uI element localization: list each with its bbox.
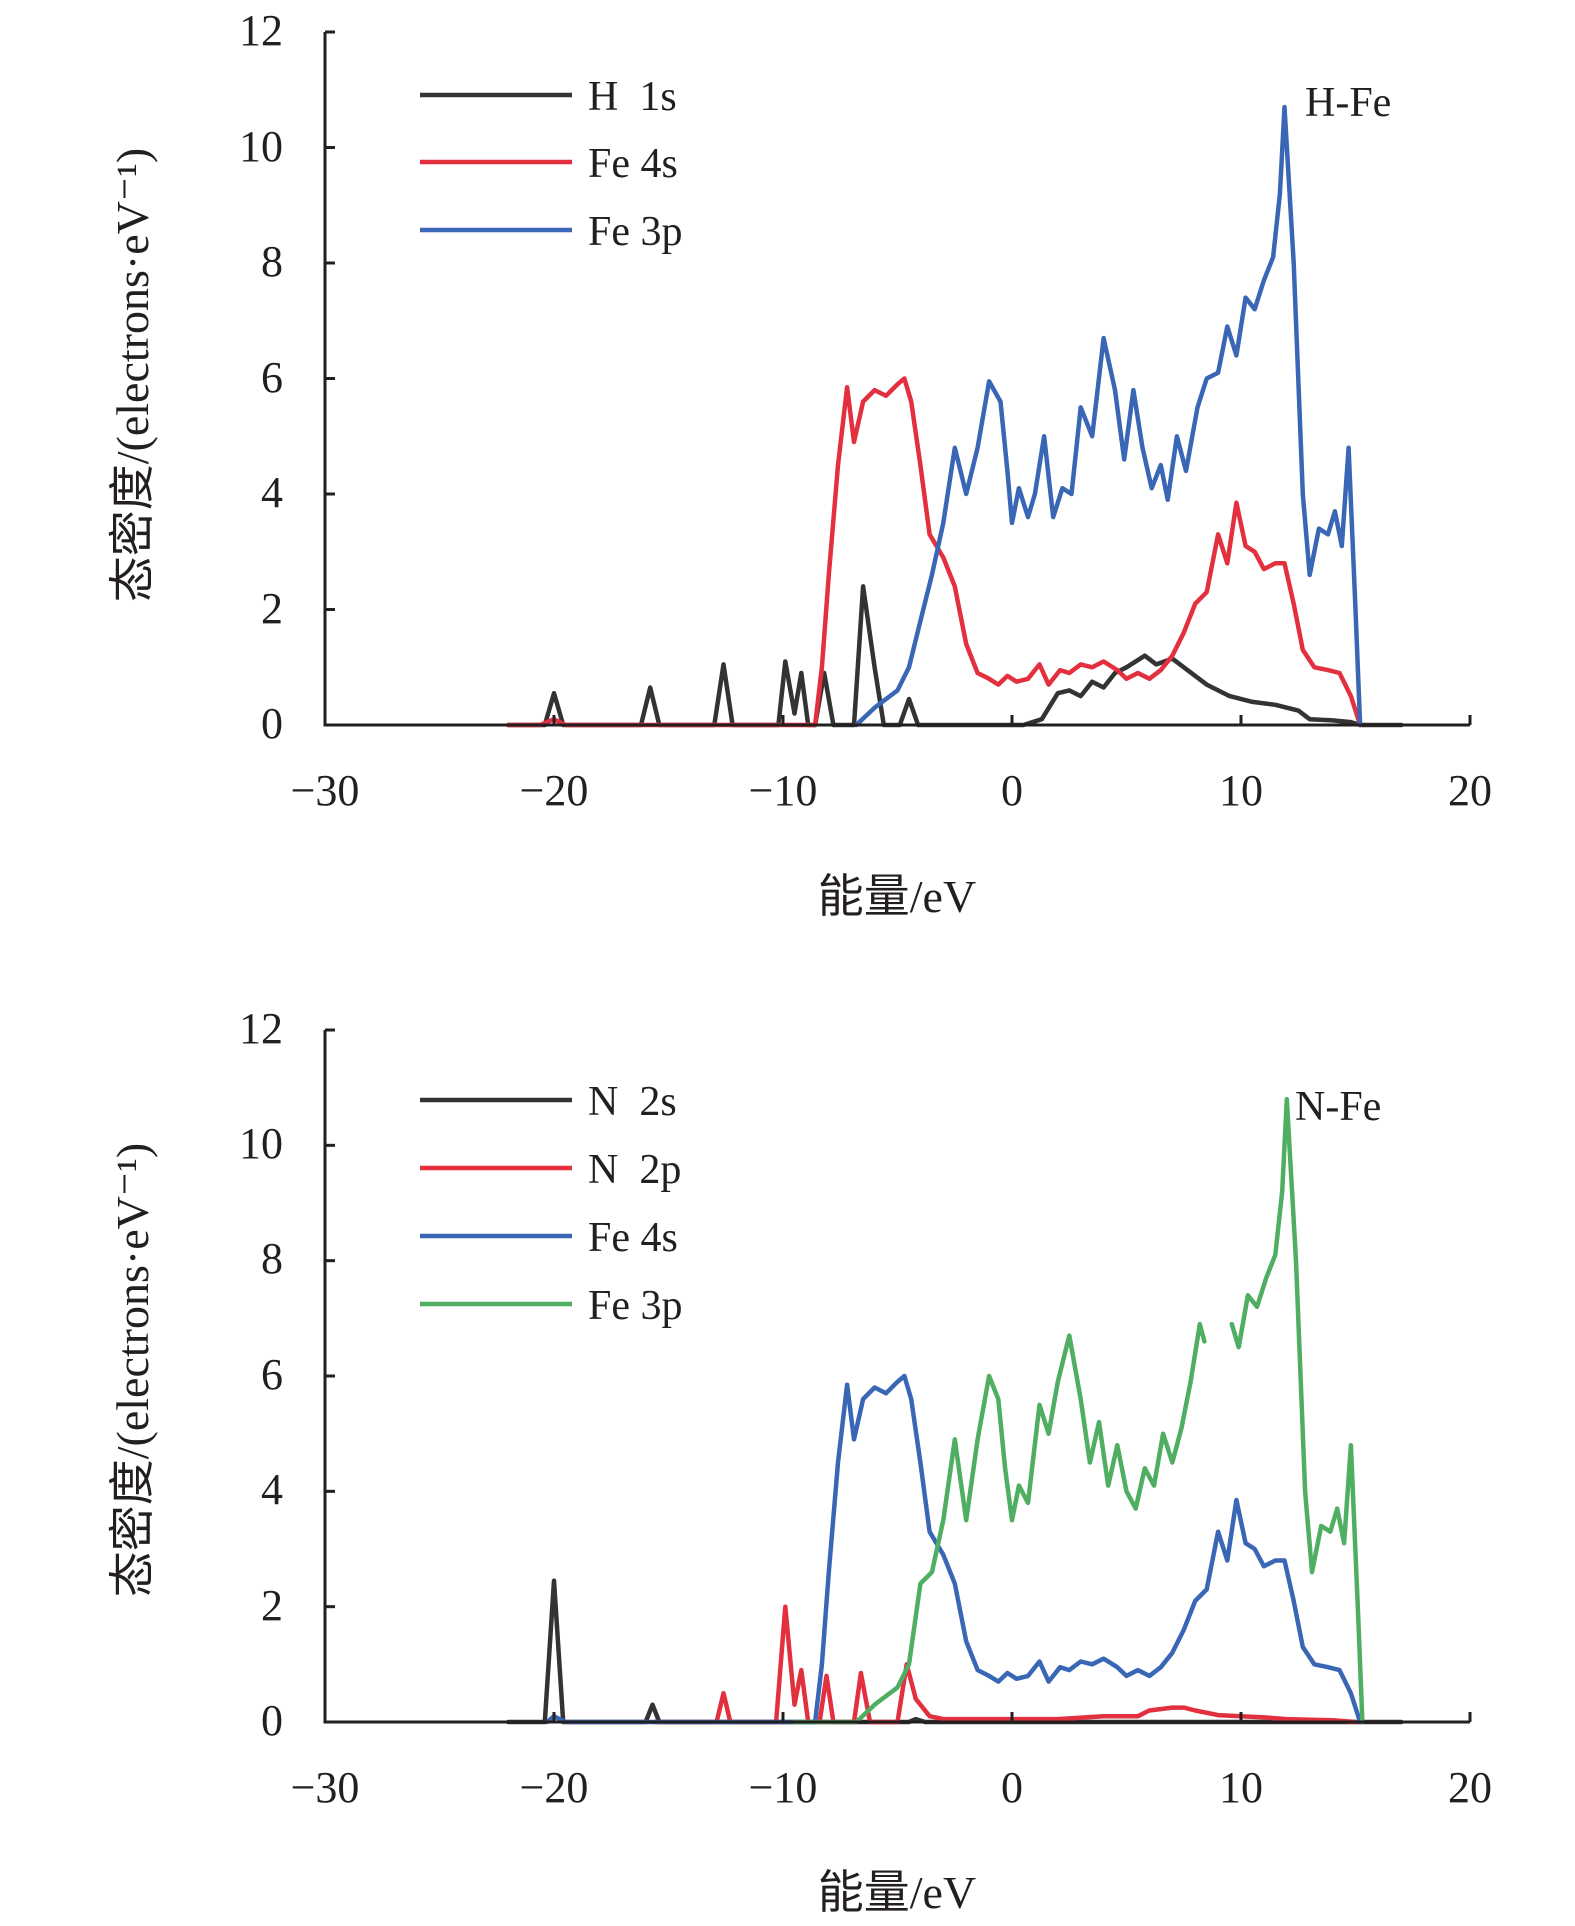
x-tick-label: 20 (1448, 1763, 1492, 1812)
series-layer (505, 1096, 1404, 1725)
series-line-fe-3p (1229, 1096, 1365, 1725)
x-tick-label: 0 (1001, 1763, 1023, 1812)
x-axis-title: 能量/eV (818, 871, 976, 922)
y-tick-label: 12 (239, 6, 283, 55)
x-tick-label: −10 (749, 766, 818, 815)
panel-h-fe: 0 2 4 6 8 10 12 −30 −20 −10 0 10 20 能量/e… (107, 6, 1492, 922)
y-tick-labels: 0 2 4 6 8 10 12 (239, 1004, 283, 1745)
x-tick-label: −20 (520, 1763, 589, 1812)
x-tick-label: −20 (520, 766, 589, 815)
tick-layer (323, 1028, 1472, 1724)
panel-n-fe: 0 2 4 6 8 10 12 −30 −20 −10 0 10 20 能量/e… (107, 1004, 1492, 1918)
x-tick-labels: −30 −20 −10 0 10 20 (291, 766, 1492, 815)
series-layer (505, 104, 1404, 728)
legend: H 1s Fe 4s Fe 3p (420, 74, 683, 255)
x-tick-label: 10 (1219, 766, 1263, 815)
y-tick-label: 8 (261, 1234, 283, 1283)
series-line-h-1s (505, 584, 1404, 728)
series-line-fe-3p (792, 1321, 1207, 1725)
x-tick-label: 0 (1001, 766, 1023, 815)
y-axis-title: 态密度/(electrons·eV⁻¹) (107, 1143, 158, 1597)
y-tick-label: 0 (261, 1696, 283, 1745)
series-line-n-2s (505, 1578, 1404, 1725)
panel-annotation: N-Fe (1295, 1084, 1381, 1130)
y-tick-label: 8 (261, 237, 283, 286)
legend-label: Fe 4s (588, 1215, 678, 1261)
x-tick-label: −30 (291, 766, 360, 815)
legend-label: Fe 3p (588, 209, 683, 255)
y-axis-title: 态密度/(electrons·eV⁻¹) (107, 148, 158, 602)
y-tick-label: 6 (261, 353, 283, 402)
legend-label: Fe 4s (588, 141, 678, 187)
y-tick-label: 4 (261, 468, 283, 517)
panel-annotation: H-Fe (1305, 80, 1391, 126)
series-line-fe-4s (505, 376, 1363, 728)
series-line-fe-4s (544, 1373, 1363, 1725)
y-tick-label: 6 (261, 1350, 283, 1399)
y-tick-label: 10 (239, 1119, 283, 1168)
x-tick-label: −30 (291, 1763, 360, 1812)
y-tick-label: 2 (261, 1581, 283, 1630)
y-tick-label: 12 (239, 1004, 283, 1053)
legend-label: Fe 3p (588, 1283, 683, 1329)
series-line-n-2p (652, 1604, 1358, 1725)
legend: N 2s N 2p Fe 4s Fe 3p (420, 1079, 683, 1329)
y-tick-label: 0 (261, 699, 283, 748)
y-tick-label: 2 (261, 584, 283, 633)
x-tick-label: 20 (1448, 766, 1492, 815)
x-tick-labels: −30 −20 −10 0 10 20 (291, 1763, 1492, 1812)
legend-label: N 2p (588, 1147, 681, 1193)
legend-label: H 1s (588, 74, 677, 120)
y-tick-labels: 0 2 4 6 8 10 12 (239, 6, 283, 748)
tick-layer (323, 30, 1472, 727)
y-tick-label: 4 (261, 1465, 283, 1514)
series-line-fe-3p (854, 104, 1363, 728)
legend-label: N 2s (588, 1079, 677, 1125)
x-tick-label: −10 (749, 1763, 818, 1812)
x-tick-label: 10 (1219, 1763, 1263, 1812)
y-tick-label: 10 (239, 122, 283, 171)
x-axis-title: 能量/eV (818, 1867, 976, 1918)
